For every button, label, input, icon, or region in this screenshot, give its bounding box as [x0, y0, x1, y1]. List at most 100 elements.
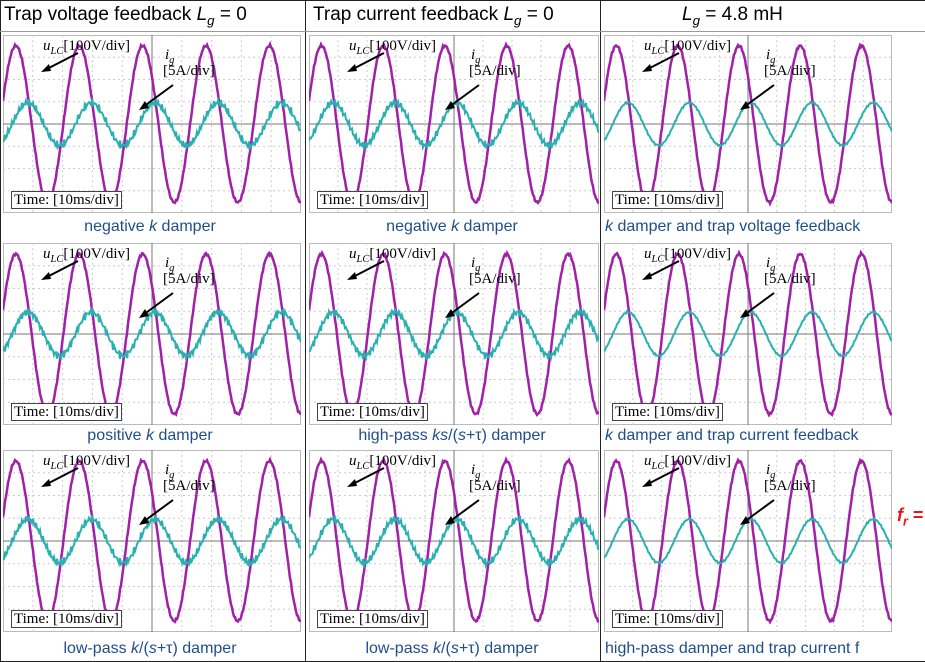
panel-caption: negative k damper: [305, 218, 599, 236]
text-segment: damper and trap voltage feedback: [613, 218, 860, 235]
text-segment: Trap current feedback: [313, 4, 503, 25]
panel-caption: positive k damper: [0, 427, 301, 445]
text-segment: LC: [51, 254, 64, 265]
text-segment: +τ) damper: [157, 640, 237, 657]
text-segment: u: [349, 246, 357, 262]
text-segment: = 0: [521, 4, 553, 25]
time-label: Time: [10ms/div]: [612, 403, 723, 421]
scope-screen: [309, 35, 599, 213]
border: [600, 0, 601, 662]
text-segment: k: [146, 427, 154, 444]
text-segment: [100V/div]: [63, 246, 130, 262]
current-scale: [5A/div]: [764, 478, 816, 494]
text-segment: u: [644, 38, 652, 54]
current-scale: [5A/div]: [163, 63, 215, 79]
text-segment: low-pass: [63, 640, 131, 657]
current-scale: [5A/div]: [469, 63, 521, 79]
time-label: Time: [10ms/div]: [612, 610, 723, 628]
time-label: Time: [10ms/div]: [11, 403, 122, 421]
scope-screen: [3, 450, 301, 632]
time-label: Time: [10ms/div]: [317, 610, 428, 628]
figure: Trap voltage feedback Lg = 0Trap current…: [0, 0, 925, 662]
text-segment: LC: [652, 46, 665, 57]
text-segment: [100V/div]: [664, 453, 731, 469]
text-segment: LC: [652, 254, 665, 265]
text-segment: u: [43, 38, 51, 54]
scope-screen: [604, 243, 892, 425]
border: [0, 0, 925, 1]
border: [0, 0, 1, 662]
scope-screen: [604, 35, 892, 213]
text-segment: u: [644, 453, 652, 469]
text-segment: /(: [448, 427, 458, 444]
text-segment: LC: [51, 46, 64, 57]
text-segment: Trap voltage feedback: [4, 4, 197, 25]
border: [305, 0, 306, 662]
text-segment: damper: [459, 218, 518, 235]
text-segment: /(: [139, 640, 149, 657]
text-segment: g: [207, 13, 214, 28]
time-label: Time: [10ms/div]: [317, 191, 428, 209]
text-segment: s: [149, 640, 157, 657]
voltage-label: uLC[100V/div]: [349, 246, 436, 268]
text-segment: u: [43, 246, 51, 262]
text-segment: =: [908, 505, 924, 525]
text-segment: [100V/div]: [63, 38, 130, 54]
text-segment: [100V/div]: [664, 38, 731, 54]
time-label: Time: [10ms/div]: [11, 191, 122, 209]
text-segment: s: [458, 427, 466, 444]
text-segment: L: [197, 4, 208, 25]
text-segment: high-pass damper and trap current f: [605, 640, 859, 657]
panel-caption: high-pass damper and trap current f: [605, 640, 925, 658]
voltage-label: uLC[100V/div]: [349, 453, 436, 475]
voltage-label: uLC[100V/div]: [43, 246, 130, 268]
text-segment: positive: [87, 427, 146, 444]
panel-caption: low-pass k/(s+τ) damper: [305, 640, 599, 658]
text-segment: [100V/div]: [63, 453, 130, 469]
scope-screen: [309, 243, 599, 425]
text-segment: u: [349, 38, 357, 54]
text-segment: k: [131, 640, 139, 657]
panel-caption: k damper and trap current feedback: [605, 427, 925, 445]
voltage-label: uLC[100V/div]: [644, 453, 731, 475]
text-segment: [100V/div]: [369, 38, 436, 54]
text-segment: g: [693, 13, 700, 28]
time-label: Time: [10ms/div]: [11, 610, 122, 628]
column-header: Trap current feedback Lg = 0: [313, 4, 554, 28]
text-segment: = 4.8 mH: [700, 4, 783, 25]
text-segment: u: [43, 453, 51, 469]
text-segment: damper and trap current feedback: [613, 427, 858, 444]
text-segment: LC: [652, 461, 665, 472]
text-segment: high-pass: [358, 427, 432, 444]
time-label: Time: [10ms/div]: [612, 191, 723, 209]
current-scale: [5A/div]: [163, 478, 215, 494]
text-segment: L: [503, 4, 514, 25]
current-scale: [5A/div]: [163, 271, 215, 287]
text-segment: damper: [154, 427, 213, 444]
scope-screen: [3, 243, 301, 425]
panel-caption: high-pass ks/(s+τ) damper: [305, 427, 599, 445]
text-segment: +τ) damper: [459, 640, 539, 657]
text-segment: [100V/div]: [664, 246, 731, 262]
panel-caption: k damper and trap voltage feedback: [605, 218, 925, 236]
current-scale: [5A/div]: [764, 271, 816, 287]
voltage-label: uLC[100V/div]: [644, 246, 731, 268]
text-segment: [100V/div]: [369, 453, 436, 469]
border: [0, 31, 925, 32]
text-segment: low-pass: [365, 640, 433, 657]
text-segment: k: [605, 218, 613, 235]
text-segment: u: [349, 453, 357, 469]
voltage-label: uLC[100V/div]: [43, 453, 130, 475]
current-scale: [5A/div]: [764, 63, 816, 79]
text-segment: u: [644, 246, 652, 262]
text-segment: k: [149, 218, 157, 235]
voltage-label: uLC[100V/div]: [349, 38, 436, 60]
text-segment: LC: [357, 46, 370, 57]
current-scale: [5A/div]: [469, 478, 521, 494]
panel-caption: low-pass k/(s+τ) damper: [0, 640, 301, 658]
text-segment: +τ) damper: [466, 427, 546, 444]
text-segment: negative: [386, 218, 451, 235]
text-segment: k: [605, 427, 613, 444]
scope-screen: [309, 450, 599, 632]
text-segment: damper: [157, 218, 216, 235]
